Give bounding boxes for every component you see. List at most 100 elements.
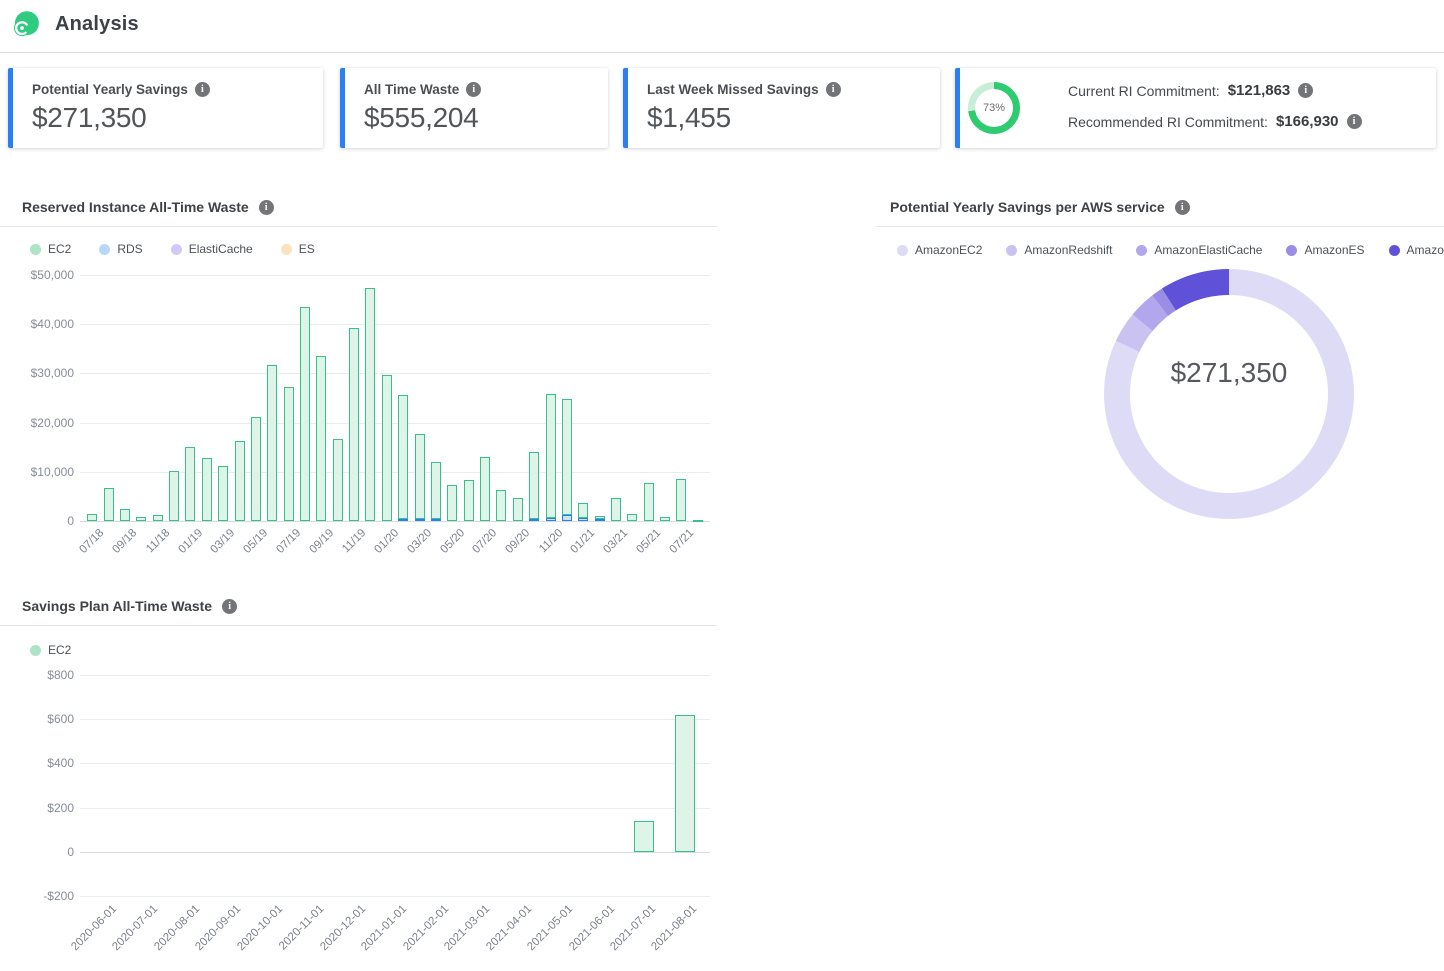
bar-ec2[interactable] [316,355,327,521]
bar-ec2[interactable] [633,820,654,852]
legend-dot-icon [30,644,41,656]
bar-ec2[interactable] [561,399,572,516]
donut-center-value: $271,350 [1170,357,1288,388]
bar-ec2[interactable] [332,438,343,521]
bar-ec2[interactable] [610,498,621,521]
bar-ec2[interactable] [398,394,409,520]
bar-ec2[interactable] [103,487,114,521]
app-header: Analysis [0,0,1444,53]
chart-title: Potential Yearly Savings per AWS service [890,199,1165,215]
chart-legend: EC2 RDS ElastiCache ES [30,242,315,256]
info-icon[interactable]: i [825,82,841,97]
legend-label: ES [298,242,315,256]
bar-rds[interactable] [594,518,605,521]
info-icon[interactable]: i [194,82,210,97]
bar-ec2[interactable] [381,374,392,521]
bar-ec2[interactable] [660,516,671,521]
legend-dot-icon [30,243,41,255]
bar-ec2[interactable] [365,288,376,521]
legend-item[interactable]: RDS [99,242,143,256]
legend-dot-icon [1006,244,1018,256]
bar-ec2[interactable] [185,447,196,521]
bar-rds[interactable] [414,519,425,522]
bar-ec2[interactable] [578,502,589,518]
bar-ec2[interactable] [136,516,147,521]
legend-label: AmazonElastiCache [1154,243,1263,257]
bar-rds[interactable] [529,519,540,522]
bar-ec2[interactable] [349,328,360,521]
bar-ec2[interactable] [675,714,696,852]
bar-ec2[interactable] [218,465,229,521]
bar-ec2[interactable] [87,513,98,521]
bar-ec2[interactable] [414,433,425,520]
bar-ec2[interactable] [299,307,310,521]
bar-rds[interactable] [545,517,556,521]
bar-ec2[interactable] [496,490,507,521]
info-icon[interactable]: i [466,82,482,97]
spot-logo-icon[interactable] [10,9,42,41]
bar-rds[interactable] [561,515,572,521]
gridline [80,807,710,809]
gridline [80,719,710,721]
gridline [80,675,710,676]
legend-item[interactable]: ElastiCache [170,242,253,256]
bar-ec2[interactable] [594,516,605,519]
bar-ec2[interactable] [545,394,556,518]
legend-item[interactable]: EC2 [30,242,71,256]
chart-savings-plan-all-time-waste: Savings Plan All-Time Waste i EC2 -$200 0 $… [0,589,717,971]
ri-line-value: $166,930 [1275,113,1339,130]
bar-ec2[interactable] [692,519,703,522]
bar-ec2[interactable] [480,457,491,521]
x-tick-label: 01/19 [176,527,205,556]
legend-item[interactable]: ES [280,242,315,256]
bar-ec2[interactable] [283,386,294,521]
chart-potential-yearly-savings-per-service: Potential Yearly Savings per AWS service… [877,190,1444,610]
bar-ec2[interactable] [152,514,163,521]
info-icon[interactable]: i [1174,199,1190,215]
x-tick-label: 01/20 [372,527,402,556]
info-icon[interactable]: i [222,598,238,614]
bar-ec2[interactable] [201,457,212,521]
bar-ec2[interactable] [463,480,474,521]
legend-dot-icon [280,243,292,255]
bar-ec2[interactable] [676,478,687,521]
bar-ec2[interactable] [627,513,638,521]
info-icon[interactable]: i [1298,83,1314,98]
bar-ec2[interactable] [643,482,654,521]
x-tick-label: 11/18 [143,527,173,556]
y-tick-label: $30,000 [30,366,74,381]
legend-item[interactable]: AmazonRedshift [1006,243,1112,257]
section-divider [0,226,717,227]
bar-ec2[interactable] [512,497,523,521]
bar-rds[interactable] [578,517,589,521]
bar-ec2[interactable] [267,365,278,521]
legend-item[interactable]: AmazonRDS [1388,243,1444,257]
bar-ec2[interactable] [447,485,458,521]
x-tick-label: 05/20 [437,527,467,556]
legend-item[interactable]: AmazonEC2 [897,243,982,257]
gridline [80,521,710,522]
bar-ec2[interactable] [234,440,245,521]
bar-ec2[interactable] [169,470,180,521]
x-tick-label: 09/20 [503,527,533,556]
info-icon[interactable]: i [1346,114,1362,129]
legend-item[interactable]: AmazonES [1286,243,1365,257]
donut-ring[interactable]: $271,350 [1104,269,1354,519]
bar-rds[interactable] [398,519,409,522]
card-value: $1,455 [647,102,731,133]
bar-ec2[interactable] [119,509,130,521]
x-tick-label: 07/20 [470,527,500,556]
info-icon[interactable]: i [258,199,274,215]
card-accent-bar [623,68,628,148]
legend-label: EC2 [48,643,72,657]
legend-item[interactable]: AmazonElastiCache [1136,243,1262,257]
legend-item[interactable]: EC2 [30,643,71,657]
x-tick-label: 07/21 [667,527,696,556]
chart-title: Reserved Instance All-Time Waste [22,199,249,215]
bar-ec2[interactable] [529,452,540,520]
bar-ec2[interactable] [430,462,441,520]
card-value: $555,204 [364,102,479,133]
bar-ec2[interactable] [250,416,261,521]
gridline [80,471,710,473]
bar-rds[interactable] [430,519,441,522]
